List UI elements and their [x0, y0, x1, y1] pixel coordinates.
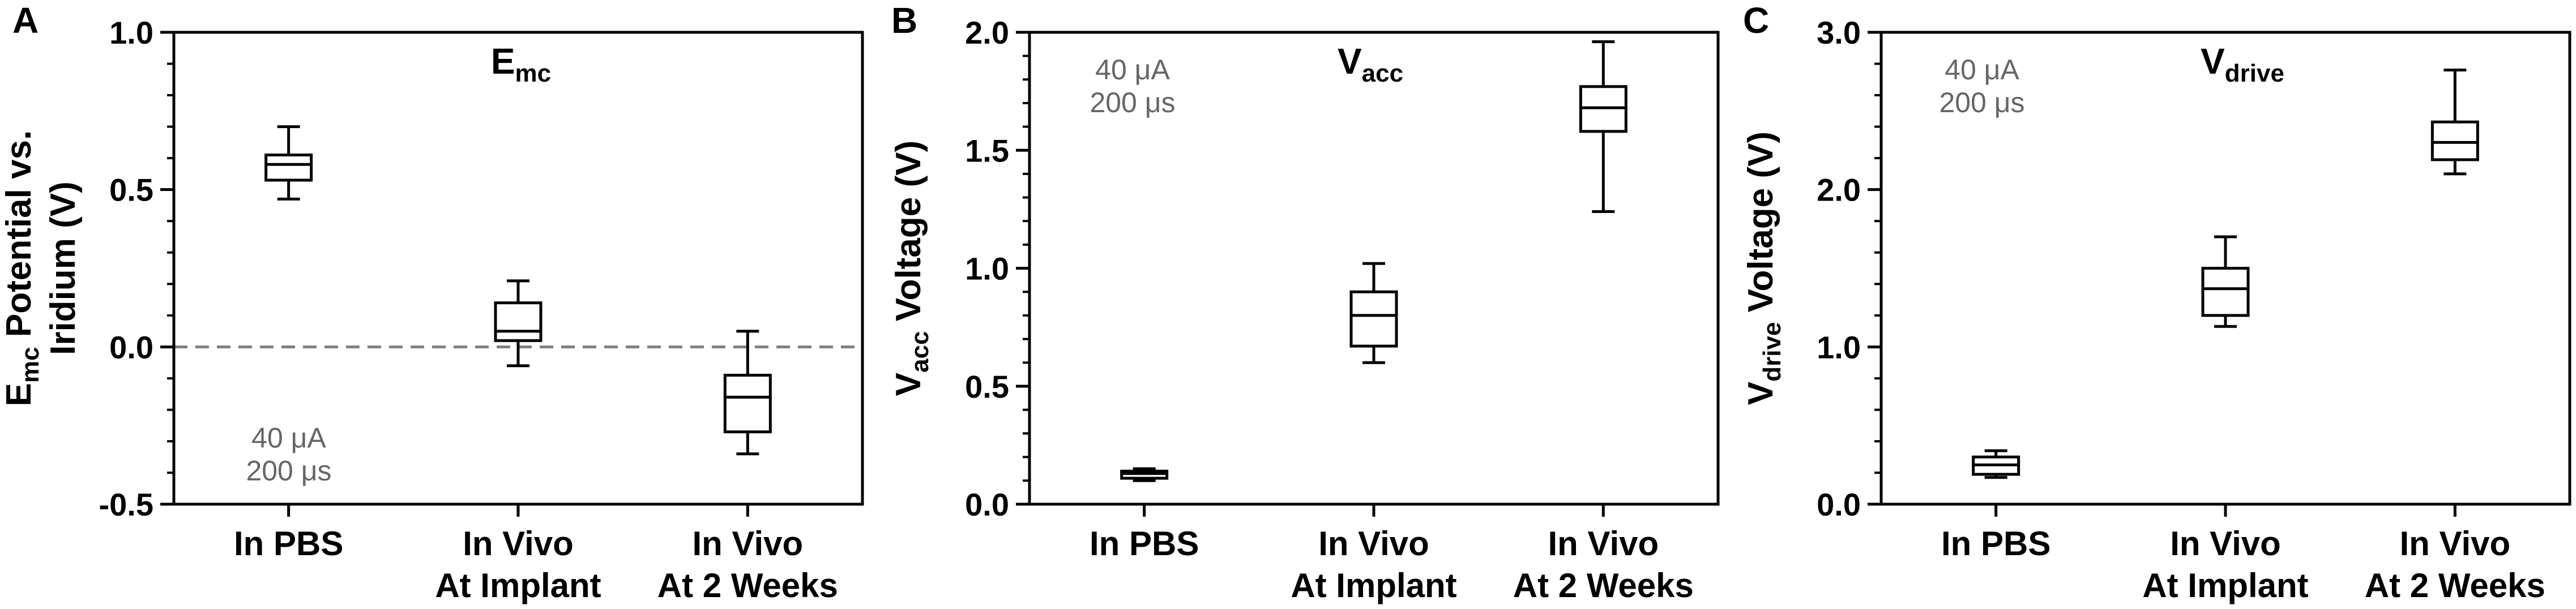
y-axis-label-line2: Iridium (V): [44, 181, 83, 355]
x-category-label: In Vivo: [1318, 525, 1429, 563]
box-iqr: [1349, 290, 1398, 348]
y-tick-label: 0.5: [965, 369, 1009, 404]
chart-title: Vdrive: [2201, 41, 2284, 87]
x-category-label: In Vivo: [463, 525, 574, 563]
chart-title-subscript: drive: [2225, 59, 2284, 87]
y-axis-label-subscript: mc: [16, 347, 44, 383]
x-category-label: At Implant: [1291, 567, 1456, 604]
box-plot: [264, 125, 313, 201]
chart-title-main: V: [2201, 41, 2225, 82]
chart-title-subscript: mc: [515, 59, 552, 87]
y-axis-label-subscript: acc: [906, 331, 934, 372]
y-tick-label: 0.0: [965, 487, 1009, 522]
chart-title: Vacc: [1338, 41, 1403, 87]
x-category-label: At Implant: [2142, 567, 2308, 604]
annotation-current: 40 μA: [1945, 54, 2019, 86]
chart-title-main: E: [491, 41, 515, 82]
x-category-label: At 2 Weeks: [1513, 567, 1694, 604]
y-axis-label: Emc Potential vs.: [0, 130, 44, 406]
x-category-label: At 2 Weeks: [657, 567, 838, 604]
box-plot: [1579, 40, 1627, 214]
annotation-pulse-width: 200 μs: [246, 455, 331, 487]
y-tick-label: 1.0: [1817, 329, 1861, 365]
box-iqr: [723, 373, 772, 433]
box-plot: [1972, 449, 2020, 479]
annotation-current: 40 μA: [1095, 54, 1170, 86]
panel-letter: A: [12, 0, 39, 41]
box-plot: [1349, 262, 1398, 364]
chart-panel-c: C 0.0 1.0 2.0 3.0 In PBS In Vivo At Implant In V…: [1741, 0, 2571, 604]
x-category-label: In Vivo: [1548, 525, 1659, 563]
x-category-label: In Vivo: [2400, 525, 2511, 563]
chart-title: Emc: [491, 41, 551, 87]
annotation-pulse-width: 200 μs: [1090, 87, 1175, 118]
chart-title-subscript: acc: [1362, 59, 1403, 87]
x-category-label: In Vivo: [2170, 525, 2281, 563]
y-tick-label: 1.5: [965, 133, 1009, 168]
x-category-label: In Vivo: [693, 525, 804, 563]
chart-panel-b: B 0.0 0.5 1.0 1.5 2.0 In PBS In Vivo At Implant I…: [889, 0, 1720, 604]
y-tick-label: 1.0: [965, 251, 1009, 287]
y-tick-label: 1.0: [109, 15, 153, 50]
y-axis-label-rest: Voltage (V): [889, 140, 928, 331]
y-axis-label-rest: Potential vs.: [0, 130, 39, 347]
x-category-label: At Implant: [435, 567, 601, 604]
box-iqr: [264, 154, 313, 182]
y-tick-label: 0.0: [1817, 487, 1861, 522]
box-plot: [2201, 235, 2250, 328]
y-tick-label: 2.0: [965, 15, 1009, 50]
annotation-pulse-width: 200 μs: [1939, 87, 2024, 118]
box-iqr: [2201, 267, 2250, 317]
y-tick-label: 2.0: [1817, 172, 1861, 208]
y-tick-label: 0.0: [109, 329, 153, 365]
y-axis-label-subscript: drive: [1758, 322, 1786, 381]
box-plot: [494, 279, 542, 368]
chart-panel-a: A -0.5 0.0 0.5 1.0 In PBS In Vivo At Implant In …: [0, 0, 864, 604]
x-category-label: In PBS: [1941, 525, 2050, 563]
y-axis-label-main: E: [0, 383, 39, 406]
y-axis-label: Vdrive Voltage (V): [1741, 131, 1786, 405]
y-axis-label: Vacc Voltage (V): [889, 140, 934, 396]
y-axis-label-main: V: [889, 373, 928, 396]
y-axis-label-main: V: [1741, 382, 1780, 405]
panel-letter: B: [891, 0, 917, 41]
y-tick-label: 0.5: [109, 172, 153, 208]
box-plot: [1120, 467, 1169, 482]
y-axis-label-rest: Voltage (V): [1741, 131, 1780, 322]
x-category-label: In PBS: [234, 525, 343, 563]
box-iqr: [494, 301, 542, 342]
panel-letter: C: [1743, 0, 1769, 41]
chart-title-main: V: [1338, 41, 1362, 82]
box-iqr: [2430, 120, 2479, 161]
annotation-current: 40 μA: [251, 422, 326, 454]
box-plot: [723, 330, 772, 455]
y-tick-label: -0.5: [99, 487, 154, 522]
y-tick-label: 3.0: [1817, 15, 1861, 50]
x-category-label: In PBS: [1090, 525, 1199, 563]
x-category-label: At 2 Weeks: [2365, 567, 2545, 604]
box-plot: [2430, 69, 2479, 176]
